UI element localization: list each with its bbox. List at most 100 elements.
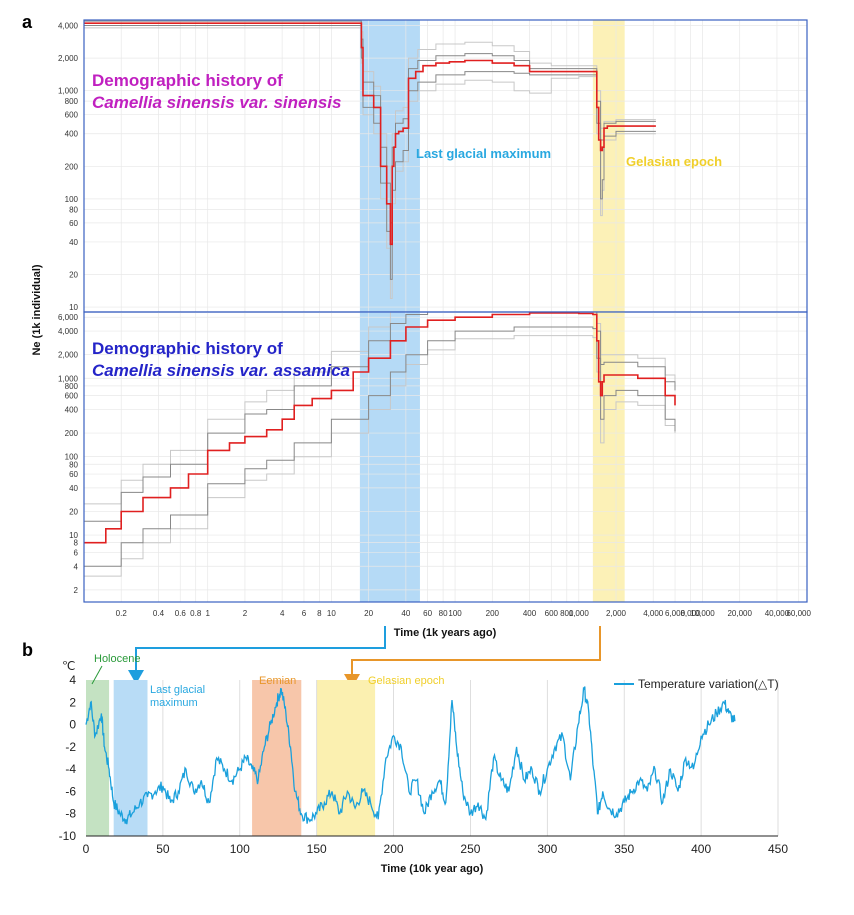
x-tick-label: 800	[560, 609, 574, 618]
y-tick-label: 1,000	[58, 374, 79, 383]
x-tick-label: 0.8	[190, 609, 202, 618]
x-tick-label: 20	[364, 609, 373, 618]
y-tick-label: -2	[65, 740, 76, 754]
x-tick-label: 2,000	[606, 609, 627, 618]
y-tick-label: 60	[69, 470, 78, 479]
x-tick-label: 1,000	[569, 609, 590, 618]
x-tick-label: 100	[448, 609, 462, 618]
series-assamica	[84, 311, 676, 577]
x-tick-label: 400	[691, 842, 711, 856]
series-lower	[84, 326, 676, 567]
y-ticks-temperature: -10 -8 -6 -4 -2 0 2 4	[59, 673, 77, 843]
x-tick-label: 200	[384, 842, 404, 856]
x-tick-label: 20,000	[727, 609, 752, 618]
x-tick-label: 400	[523, 609, 537, 618]
series-upper-outer	[84, 311, 676, 505]
y-tick-label: 2,000	[58, 54, 79, 63]
x-tick-label: 0	[83, 842, 90, 856]
y-tick-label: 2	[69, 695, 76, 709]
frame-assamica	[83, 311, 808, 603]
band-labels-temperature: Holocene Last glacial maximum Eemian Gelasia…	[91, 653, 444, 709]
band-holocene	[86, 680, 110, 836]
title-sinensis-line2: Camellia sinensis var. sinensis	[92, 93, 341, 112]
series-temperature	[85, 686, 736, 825]
x-tick-label: 100	[230, 842, 250, 856]
series-sinensis	[84, 20, 656, 299]
x-tick-label: 40,000	[765, 609, 790, 618]
x-tick-label: 60,000	[786, 609, 811, 618]
y-tick-label: 80	[69, 460, 78, 469]
band-label-last-glacial-maximum: Last glacial maximum	[150, 684, 205, 709]
y-tick-label: 400	[65, 405, 79, 414]
y-tick-label: 4	[69, 673, 76, 687]
x-tick-label: 6,000	[665, 609, 686, 618]
annotation-gelasian-epoch: Gelasian epoch	[626, 154, 722, 169]
plot-area-temperature: -10 -8 -6 -4 -2 0 2 4 0 50 100 150 200 250 300 350 400 4…	[59, 653, 789, 875]
band-label-gelasian-epoch: Gelasian epoch	[368, 675, 444, 687]
y-tick-label: 100	[65, 195, 79, 204]
x-tick-label: 250	[460, 842, 480, 856]
x-tick-label: 40	[401, 609, 410, 618]
y-tick-label: 20	[69, 270, 78, 279]
y-tick-label: 6,000	[58, 313, 79, 322]
y-tick-label: 400	[65, 130, 79, 139]
x-tick-label: 450	[768, 842, 788, 856]
y-tick-label: 4,000	[58, 327, 79, 336]
x-tick-label: 4	[280, 609, 285, 618]
title-sinensis-line1: Demographic history of	[92, 71, 283, 90]
y-tick-label: 200	[65, 162, 79, 171]
grid-temperature	[162, 680, 779, 836]
y-tick-label: 100	[65, 453, 79, 462]
y-tick-label: 10	[69, 303, 78, 312]
x-tick-label: 60	[423, 609, 432, 618]
y-tick-label: 40	[69, 484, 78, 493]
y-tick-label: 600	[65, 392, 79, 401]
panel-a-label: a	[22, 12, 33, 32]
y-tick-label: 0	[69, 718, 76, 732]
connector-arrows	[128, 626, 601, 688]
y-tick-label: 4	[74, 562, 79, 571]
x-tick-label: 1	[205, 609, 210, 618]
y-tick-label: 40	[69, 238, 78, 247]
x-axis-label-b: Time (10k year ago)	[381, 863, 484, 875]
x-tick-label: 4,000	[643, 609, 664, 618]
y-tick-label: 800	[65, 382, 79, 391]
holocene-pointer	[91, 665, 103, 685]
x-tick-label: 80	[439, 609, 448, 618]
band-gelasian-epoch	[316, 680, 376, 836]
x-tick-label: 50	[156, 842, 170, 856]
panel-b-label: b	[22, 640, 33, 660]
y-tick-label: 800	[65, 97, 79, 106]
y-tick-label: 2	[74, 586, 79, 595]
x-tick-label: 0.2	[116, 609, 128, 618]
x-tick-label: 10,000	[690, 609, 715, 618]
x-tick-label: 0.4	[153, 609, 165, 618]
band-label-holocene: Holocene	[94, 653, 140, 665]
series-median	[84, 312, 676, 544]
series-temperature-line	[85, 686, 736, 825]
legend: Temperature variation(△T)	[614, 677, 779, 691]
x-tick-label: 350	[614, 842, 634, 856]
arrow-lgm	[135, 626, 386, 672]
annotation-last-glacial-maximum: Last glacial maximum	[416, 146, 551, 161]
y-tick-label: -10	[59, 829, 77, 843]
x-tick-label: 2	[243, 609, 248, 618]
y-tick-label: 200	[65, 429, 79, 438]
x-tick-label: 600	[545, 609, 559, 618]
x-tick-label: 6	[302, 609, 307, 618]
band-label-eemian: Eemian	[259, 675, 296, 687]
y-tick-label: 80	[69, 205, 78, 214]
title-assamica-line1: Demographic history of	[92, 339, 283, 358]
x-tick-label: 150	[307, 842, 327, 856]
y-tick-label: 6	[74, 548, 79, 557]
grid-sinensis	[84, 20, 807, 312]
legend-label: Temperature variation(△T)	[638, 677, 779, 691]
x-tick-label: 300	[537, 842, 557, 856]
x-axis-label-a: Time (1k years ago)	[394, 627, 497, 639]
arrow-head-lgm	[128, 670, 144, 684]
title-assamica-line2: Camellia sinensis var. assamica	[92, 361, 350, 380]
x-tick-label: 8,000	[680, 609, 701, 618]
x-ticks-assamica: 0.2 0.4 0.6 0.8 1 2 4 6 8 10 20 40 60 80 100 200 400 600 8…	[116, 609, 812, 618]
